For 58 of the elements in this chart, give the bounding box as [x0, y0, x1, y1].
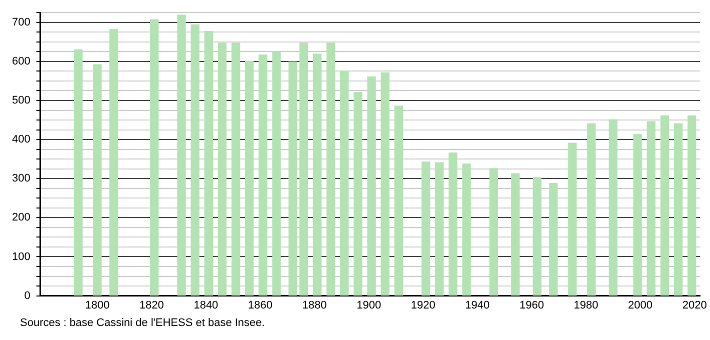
x-tick-label: 1940 [465, 299, 490, 312]
y-tick-label: 700 [12, 16, 30, 28]
bar [568, 142, 577, 296]
bar [109, 29, 118, 296]
y-tick-label: 500 [12, 94, 30, 107]
x-tick-label: 1820 [139, 299, 164, 312]
bar [204, 31, 213, 296]
x-tick-label: 2000 [628, 299, 653, 312]
x-tick-label: 1880 [302, 299, 327, 312]
bar [340, 70, 349, 296]
bar [462, 163, 471, 296]
bar [258, 54, 268, 296]
y-tick-label: 0 [24, 290, 30, 302]
bar [272, 52, 281, 296]
bar [608, 119, 618, 296]
bar [489, 168, 498, 296]
x-tick-label: 1900 [356, 299, 382, 312]
x-tick-label: 1920 [410, 299, 436, 312]
bar [448, 152, 458, 296]
bar [394, 106, 404, 296]
x-tick-label: 1840 [194, 299, 218, 312]
bar [93, 64, 102, 296]
y-tick-label: 200 [12, 212, 30, 224]
bar [660, 115, 670, 296]
bar [674, 123, 683, 296]
source-note: Sources : base Cassini de l'EHESS et base Insee. [20, 317, 266, 329]
x-tick-label: 1800 [85, 299, 110, 312]
bar [74, 49, 83, 296]
y-tick-label: 400 [12, 134, 30, 146]
bar [354, 92, 362, 296]
bar [646, 121, 656, 296]
bar [218, 42, 227, 296]
bar [688, 115, 696, 296]
x-tick-label: 2020 [682, 299, 707, 312]
y-tick-label: 600 [12, 55, 30, 68]
bar [587, 123, 596, 296]
bar [633, 134, 642, 296]
bar [312, 54, 322, 296]
bar [380, 72, 390, 296]
bar [245, 60, 254, 296]
y-tick-label: 300 [12, 172, 30, 185]
bar [435, 162, 444, 296]
bar [190, 24, 200, 296]
bar [511, 173, 520, 296]
x-tick-label: 1860 [248, 299, 272, 312]
y-tick-label: 100 [12, 250, 30, 263]
bar [367, 76, 376, 296]
bar [177, 14, 186, 296]
bar [150, 19, 159, 296]
x-tick-label: 1980 [574, 299, 598, 312]
x-tick-label: 1960 [519, 299, 544, 312]
bar [288, 61, 298, 296]
bar [326, 42, 336, 296]
bar [421, 161, 430, 296]
bar [231, 42, 240, 296]
bar [532, 177, 542, 296]
bar [299, 42, 308, 296]
bar [549, 182, 558, 296]
